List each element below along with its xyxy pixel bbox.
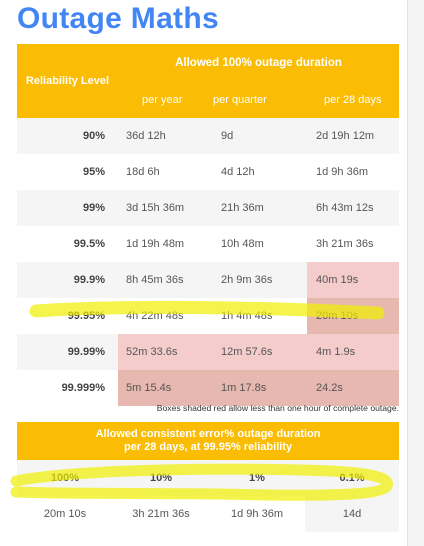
per-year-cell: 52m 33.6s — [118, 334, 213, 370]
table-row: 90% 36d 12h 9d 2d 19h 12m — [17, 118, 399, 154]
per-28-days-cell: 4m 1.9s — [307, 334, 399, 370]
error-percent-cell: 100% — [17, 460, 113, 496]
error-percent-cell: 0.1% — [305, 460, 400, 496]
per-quarter-cell: 10h 48m — [213, 226, 307, 262]
column-header-per-year: per year — [118, 82, 213, 118]
column-header-per-quarter: per quarter — [213, 82, 307, 118]
per-28-days-cell: 40m 19s — [307, 262, 399, 298]
table-row: 95% 18d 6h 4d 12h 1d 9h 36m — [17, 154, 399, 190]
per-quarter-cell: 12m 57.6s — [213, 334, 307, 370]
table-row: 99.999% 5m 15.4s 1m 17.8s 24.2s — [17, 370, 399, 406]
reliability-level-cell: 99.99% — [17, 334, 118, 370]
reliability-level-cell: 95% — [17, 154, 118, 190]
outage-duration-table: Reliability Level Allowed 100% outage du… — [17, 44, 399, 406]
per-year-cell: 1d 19h 48m — [118, 226, 213, 262]
per-quarter-cell: 1m 17.8s — [213, 370, 307, 406]
per-28-days-cell: 20m 10s — [307, 298, 399, 334]
column-header-per-28-days: per 28 days — [307, 82, 399, 118]
per-28-days-cell: 24.2s — [307, 370, 399, 406]
page-title: Outage Maths — [17, 2, 219, 35]
table-row: 99.95% 4h 22m 48s 1h 4m 48s 20m 10s — [17, 298, 399, 334]
per-quarter-cell: 4d 12h — [213, 154, 307, 190]
error-outage-header: Allowed consistent error% outage duratio… — [17, 422, 400, 460]
per-28-days-cell: 6h 43m 12s — [307, 190, 399, 226]
reliability-level-cell: 99.5% — [17, 226, 118, 262]
per-year-cell: 5m 15.4s — [118, 370, 213, 406]
outage-duration-row: 20m 10s 3h 21m 36s 1d 9h 36m 14d — [17, 496, 400, 532]
outage-duration-cell: 1d 9h 36m — [209, 496, 305, 532]
reliability-level-cell: 99.95% — [17, 298, 118, 334]
per-year-cell: 4h 22m 48s — [118, 298, 213, 334]
per-quarter-cell: 9d — [213, 118, 307, 154]
per-year-cell: 3d 15h 36m — [118, 190, 213, 226]
per-year-cell: 36d 12h — [118, 118, 213, 154]
per-year-cell: 18d 6h — [118, 154, 213, 190]
per-28-days-cell: 2d 19h 12m — [307, 118, 399, 154]
reliability-level-cell: 99.999% — [17, 370, 118, 406]
per-28-days-cell: 1d 9h 36m — [307, 154, 399, 190]
error-percent-row: 100% 10% 1% 0.1% — [17, 460, 400, 496]
outage-duration-cell: 3h 21m 36s — [113, 496, 209, 532]
error-outage-header-line1: Allowed consistent error% outage duratio… — [95, 428, 321, 440]
error-percent-cell: 10% — [113, 460, 209, 496]
table-row: 99.5% 1d 19h 48m 10h 48m 3h 21m 36s — [17, 226, 399, 262]
error-percent-cell: 1% — [209, 460, 305, 496]
per-quarter-cell: 21h 36m — [213, 190, 307, 226]
allowed-outage-header: Allowed 100% outage duration — [118, 44, 399, 82]
table-row: 99.9% 8h 45m 36s 2h 9m 36s 40m 19s — [17, 262, 399, 298]
error-outage-header-line2: per 28 days, at 99.95% reliability — [123, 441, 293, 453]
table-row: 99% 3d 15h 36m 21h 36m 6h 43m 12s — [17, 190, 399, 226]
table-row: 99.99% 52m 33.6s 12m 57.6s 4m 1.9s — [17, 334, 399, 370]
outage-duration-cell: 14d — [305, 496, 400, 532]
right-gutter — [407, 0, 424, 546]
table-footnote: Boxes shaded red allow less than one hou… — [156, 403, 399, 413]
per-quarter-cell: 2h 9m 36s — [213, 262, 307, 298]
per-year-cell: 8h 45m 36s — [118, 262, 213, 298]
reliability-level-header: Reliability Level — [17, 44, 118, 118]
reliability-level-cell: 90% — [17, 118, 118, 154]
error-outage-table: Allowed consistent error% outage duratio… — [17, 422, 400, 532]
reliability-level-cell: 99% — [17, 190, 118, 226]
outage-duration-cell: 20m 10s — [17, 496, 113, 532]
per-quarter-cell: 1h 4m 48s — [213, 298, 307, 334]
per-28-days-cell: 3h 21m 36s — [307, 226, 399, 262]
reliability-level-cell: 99.9% — [17, 262, 118, 298]
